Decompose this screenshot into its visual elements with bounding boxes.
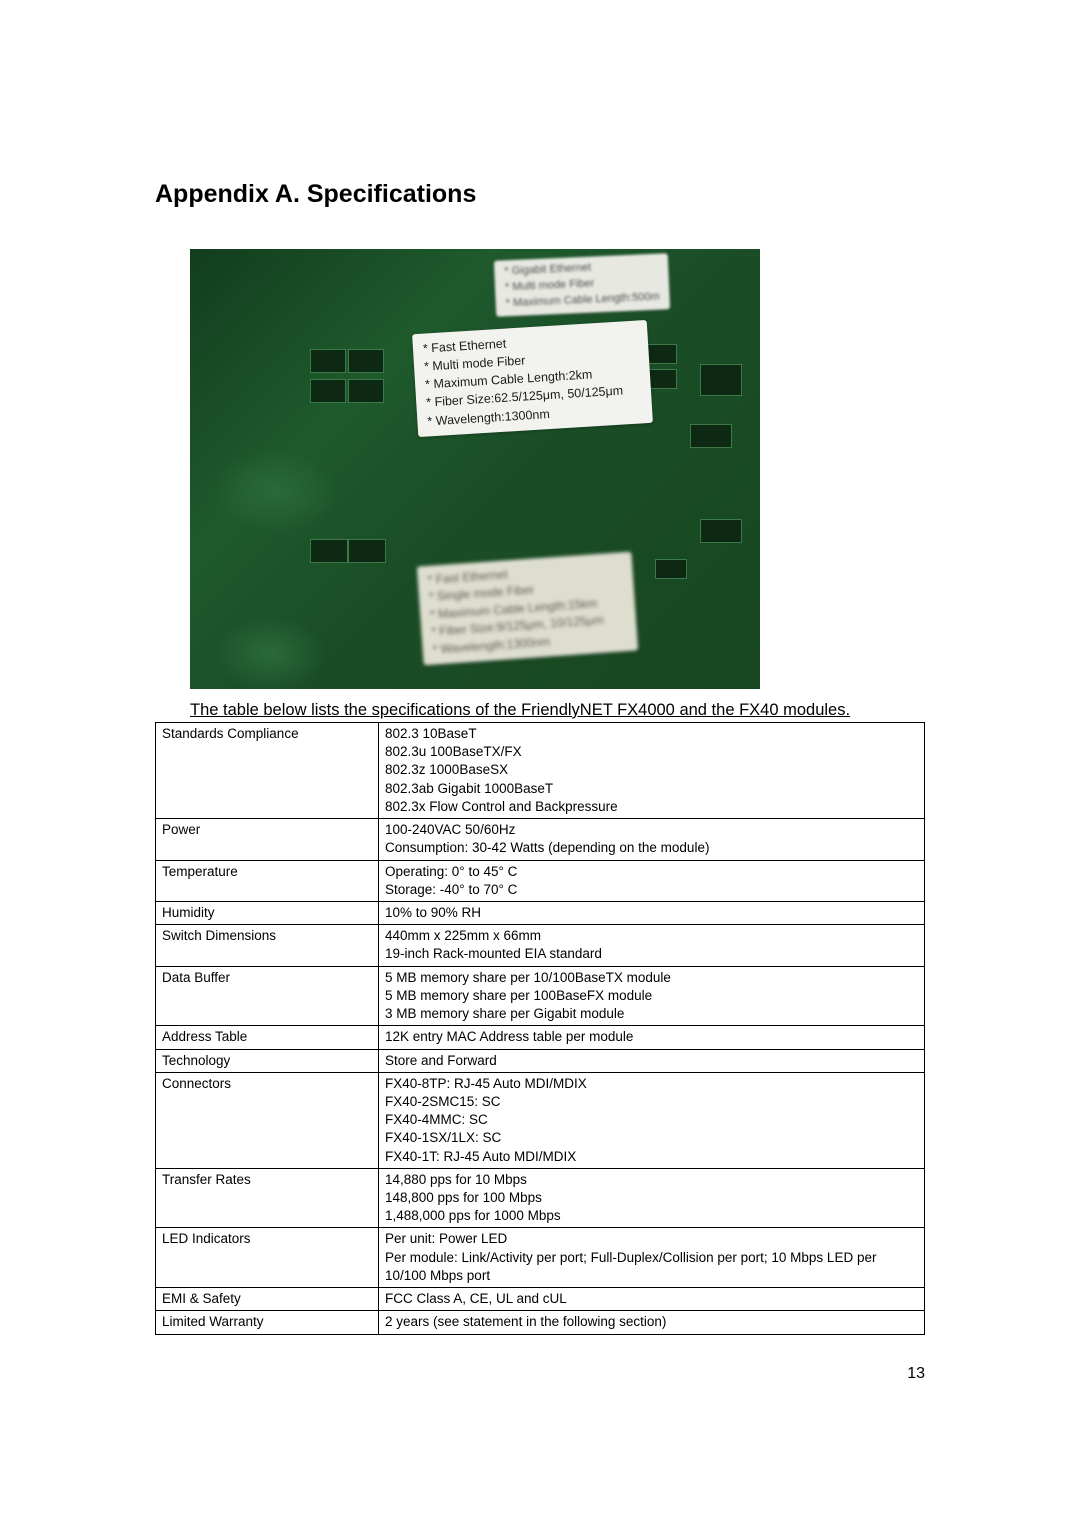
- spec-value: 2 years (see statement in the following …: [379, 1311, 925, 1334]
- spec-key: Temperature: [156, 860, 379, 901]
- table-row: TemperatureOperating: 0° to 45° CStorage…: [156, 860, 925, 901]
- table-row: Data Buffer5 MB memory share per 10/100B…: [156, 966, 925, 1026]
- spec-key: EMI & Safety: [156, 1288, 379, 1311]
- table-row: Address Table12K entry MAC Address table…: [156, 1026, 925, 1049]
- table-row: Transfer Rates14,880 pps for 10 Mbps148,…: [156, 1168, 925, 1228]
- spec-value: 10% to 90% RH: [379, 901, 925, 924]
- table-row: LED IndicatorsPer unit: Power LEDPer mod…: [156, 1228, 925, 1288]
- page-heading: Appendix A. Specifications: [155, 180, 925, 209]
- table-row: Power100-240VAC 50/60HzConsumption: 30-4…: [156, 819, 925, 860]
- spec-value: FX40-8TP: RJ-45 Auto MDI/MDIXFX40-2SMC15…: [379, 1072, 925, 1168]
- page-number: 13: [907, 1365, 925, 1383]
- table-row: Limited Warranty2 years (see statement i…: [156, 1311, 925, 1334]
- spec-key: Address Table: [156, 1026, 379, 1049]
- table-caption: The table below lists the specifications…: [190, 701, 925, 720]
- pcb-label-bottom: Fast Ethernet Single mode Fiber Maximum …: [417, 552, 638, 666]
- table-row: EMI & SafetyFCC Class A, CE, UL and cUL: [156, 1288, 925, 1311]
- spec-key: Connectors: [156, 1072, 379, 1168]
- spec-value: 440mm x 225mm x 66mm19-inch Rack-mounted…: [379, 925, 925, 966]
- spec-key: Standards Compliance: [156, 723, 379, 819]
- spec-value: 12K entry MAC Address table per module: [379, 1026, 925, 1049]
- spec-key: LED Indicators: [156, 1228, 379, 1288]
- spec-value: Store and Forward: [379, 1049, 925, 1072]
- spec-value: 802.3 10BaseT802.3u 100BaseTX/FX802.3z 1…: [379, 723, 925, 819]
- spec-value: 14,880 pps for 10 Mbps148,800 pps for 10…: [379, 1168, 925, 1228]
- spec-key: Humidity: [156, 901, 379, 924]
- spec-value: FCC Class A, CE, UL and cUL: [379, 1288, 925, 1311]
- table-row: ConnectorsFX40-8TP: RJ-45 Auto MDI/MDIXF…: [156, 1072, 925, 1168]
- spec-value: Per unit: Power LEDPer module: Link/Acti…: [379, 1228, 925, 1288]
- spec-value: Operating: 0° to 45° CStorage: -40° to 7…: [379, 860, 925, 901]
- table-row: Humidity10% to 90% RH: [156, 901, 925, 924]
- pcb-photo: Gigabit Ethernet Multi mode Fiber Maximu…: [190, 249, 760, 689]
- spec-key: Transfer Rates: [156, 1168, 379, 1228]
- pcb-label-top: Gigabit Ethernet Multi mode Fiber Maximu…: [494, 253, 670, 316]
- spec-key: Limited Warranty: [156, 1311, 379, 1334]
- spec-value: 100-240VAC 50/60HzConsumption: 30-42 Wat…: [379, 819, 925, 860]
- table-row: TechnologyStore and Forward: [156, 1049, 925, 1072]
- spec-key: Technology: [156, 1049, 379, 1072]
- table-row: Standards Compliance802.3 10BaseT802.3u …: [156, 723, 925, 819]
- spec-table: Standards Compliance802.3 10BaseT802.3u …: [155, 722, 925, 1335]
- spec-key: Power: [156, 819, 379, 860]
- spec-key: Switch Dimensions: [156, 925, 379, 966]
- spec-key: Data Buffer: [156, 966, 379, 1026]
- pcb-label-middle: Fast Ethernet Multi mode Fiber Maximum C…: [412, 320, 653, 437]
- spec-value: 5 MB memory share per 10/100BaseTX modul…: [379, 966, 925, 1026]
- table-row: Switch Dimensions440mm x 225mm x 66mm19-…: [156, 925, 925, 966]
